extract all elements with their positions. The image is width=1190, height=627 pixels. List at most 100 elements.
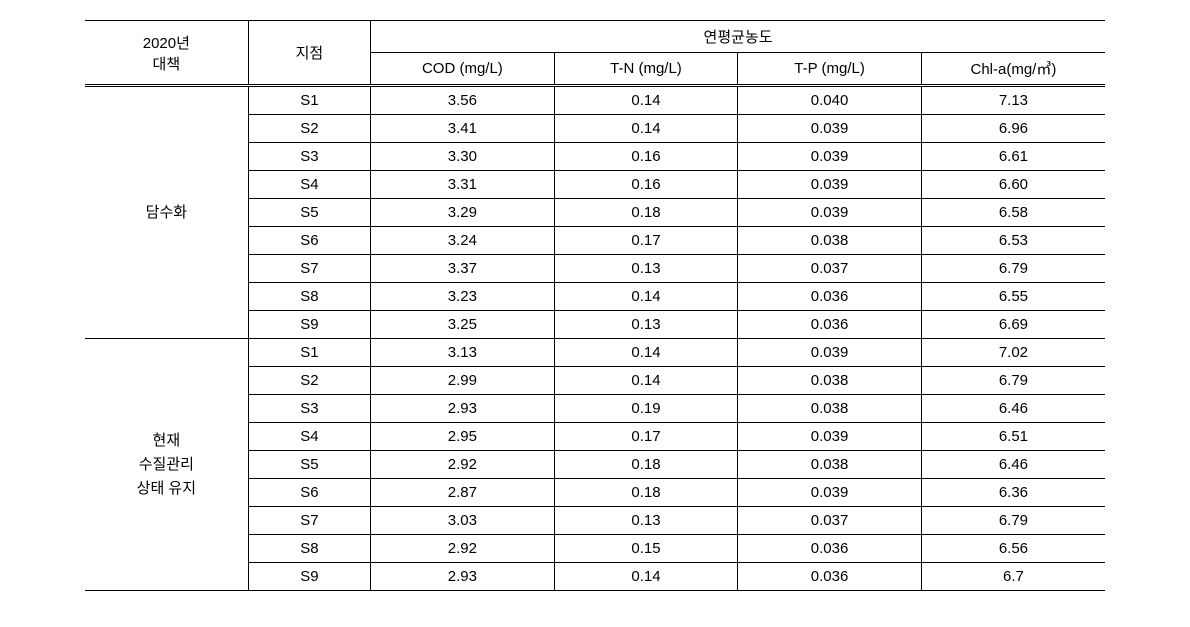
cell-chla: 6.55 — [921, 283, 1105, 311]
group-label-damsuhwa: 담수화 — [85, 86, 248, 339]
cell-tn: 0.13 — [554, 311, 738, 339]
cell-tp: 0.036 — [738, 283, 922, 311]
cell-chla: 6.79 — [921, 367, 1105, 395]
cell-chla: 6.79 — [921, 507, 1105, 535]
cell-cod: 2.92 — [371, 535, 555, 563]
group-label-current: 현재 수질관리 상태 유지 — [85, 339, 248, 591]
cell-tp: 0.036 — [738, 563, 922, 591]
cell-chla: 7.02 — [921, 339, 1105, 367]
cell-tp: 0.039 — [738, 171, 922, 199]
cell-tp: 0.038 — [738, 227, 922, 255]
cell-tp: 0.036 — [738, 311, 922, 339]
cell-chla: 6.51 — [921, 423, 1105, 451]
cell-cod: 3.37 — [371, 255, 555, 283]
cell-cod: 3.24 — [371, 227, 555, 255]
cell-tn: 0.13 — [554, 255, 738, 283]
cell-tn: 0.17 — [554, 423, 738, 451]
cell-site: S8 — [248, 535, 370, 563]
cell-tp: 0.039 — [738, 115, 922, 143]
group-label-line2: 수질관리 — [139, 456, 194, 473]
cell-chla: 6.58 — [921, 199, 1105, 227]
cell-cod: 3.56 — [371, 86, 555, 115]
cell-tp: 0.039 — [738, 339, 922, 367]
cell-tp: 0.039 — [738, 143, 922, 171]
cell-site: S5 — [248, 451, 370, 479]
cell-tn: 0.19 — [554, 395, 738, 423]
cell-site: S6 — [248, 227, 370, 255]
cell-tp: 0.037 — [738, 507, 922, 535]
cell-site: S7 — [248, 255, 370, 283]
cell-chla: 6.60 — [921, 171, 1105, 199]
cell-site: S4 — [248, 171, 370, 199]
cell-tn: 0.16 — [554, 171, 738, 199]
cell-site: S8 — [248, 283, 370, 311]
cell-cod: 3.23 — [371, 283, 555, 311]
cell-cod: 2.99 — [371, 367, 555, 395]
cell-site: S1 — [248, 86, 370, 115]
cell-tp: 0.038 — [738, 451, 922, 479]
cell-cod: 2.87 — [371, 479, 555, 507]
group-label-line3: 상태 유지 — [137, 480, 196, 497]
table-row: 담수화 S1 3.56 0.14 0.040 7.13 — [85, 86, 1105, 115]
cell-cod: 3.31 — [371, 171, 555, 199]
cell-tn: 0.17 — [554, 227, 738, 255]
cell-tp: 0.036 — [738, 535, 922, 563]
cell-chla: 6.7 — [921, 563, 1105, 591]
header-cod: COD (mg/L) — [371, 53, 555, 86]
cell-tp: 0.038 — [738, 367, 922, 395]
group-label-line1: 현재 — [153, 432, 181, 449]
cell-tn: 0.16 — [554, 143, 738, 171]
cell-cod: 3.03 — [371, 507, 555, 535]
cell-tp: 0.039 — [738, 423, 922, 451]
cell-site: S3 — [248, 395, 370, 423]
cell-cod: 3.41 — [371, 115, 555, 143]
cell-chla: 6.96 — [921, 115, 1105, 143]
header-group-concentration: 연평균농도 — [371, 21, 1105, 53]
header-plan-line2: 대책 — [153, 56, 181, 73]
cell-site: S5 — [248, 199, 370, 227]
cell-cod: 2.93 — [371, 563, 555, 591]
cell-site: S1 — [248, 339, 370, 367]
table-row: 현재 수질관리 상태 유지 S1 3.13 0.14 0.039 7.02 — [85, 339, 1105, 367]
cell-chla: 6.69 — [921, 311, 1105, 339]
header-plan-line1: 2020년 — [143, 35, 190, 52]
header-tp: T-P (mg/L) — [738, 53, 922, 86]
cell-cod: 3.13 — [371, 339, 555, 367]
cell-tn: 0.18 — [554, 199, 738, 227]
cell-tn: 0.15 — [554, 535, 738, 563]
cell-cod: 3.30 — [371, 143, 555, 171]
concentration-table: 2020년 대책 지점 연평균농도 COD (mg/L) T-N (mg/L) … — [85, 20, 1105, 591]
cell-tn: 0.18 — [554, 479, 738, 507]
cell-tn: 0.18 — [554, 451, 738, 479]
cell-site: S9 — [248, 311, 370, 339]
cell-site: S4 — [248, 423, 370, 451]
header-site: 지점 — [248, 21, 370, 86]
header-tn: T-N (mg/L) — [554, 53, 738, 86]
header-chla: Chl-a(mg/㎥) — [921, 53, 1105, 86]
cell-chla: 6.79 — [921, 255, 1105, 283]
cell-tn: 0.14 — [554, 283, 738, 311]
cell-chla: 6.61 — [921, 143, 1105, 171]
cell-cod: 2.95 — [371, 423, 555, 451]
cell-site: S6 — [248, 479, 370, 507]
cell-tp: 0.038 — [738, 395, 922, 423]
cell-cod: 3.25 — [371, 311, 555, 339]
cell-tn: 0.14 — [554, 115, 738, 143]
cell-cod: 3.29 — [371, 199, 555, 227]
cell-site: S7 — [248, 507, 370, 535]
cell-site: S2 — [248, 367, 370, 395]
cell-tp: 0.039 — [738, 479, 922, 507]
cell-tn: 0.14 — [554, 339, 738, 367]
cell-chla: 6.56 — [921, 535, 1105, 563]
cell-tp: 0.039 — [738, 199, 922, 227]
cell-tp: 0.037 — [738, 255, 922, 283]
cell-chla: 6.46 — [921, 451, 1105, 479]
cell-cod: 2.93 — [371, 395, 555, 423]
cell-tn: 0.13 — [554, 507, 738, 535]
cell-chla: 6.36 — [921, 479, 1105, 507]
cell-chla: 6.46 — [921, 395, 1105, 423]
cell-chla: 7.13 — [921, 86, 1105, 115]
cell-tn: 0.14 — [554, 563, 738, 591]
cell-site: S9 — [248, 563, 370, 591]
cell-chla: 6.53 — [921, 227, 1105, 255]
